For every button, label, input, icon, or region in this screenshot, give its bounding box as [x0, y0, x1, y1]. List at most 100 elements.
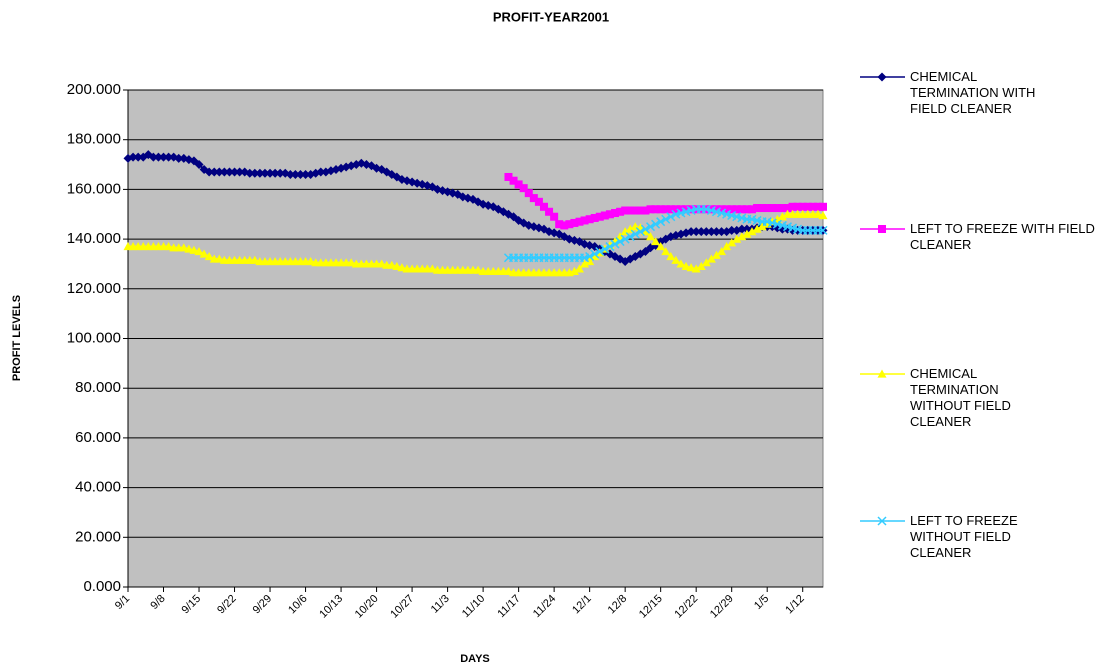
- marker: [742, 229, 752, 238]
- marker: [727, 238, 737, 247]
- marker: [164, 152, 174, 162]
- marker: [346, 258, 356, 267]
- marker: [676, 205, 685, 214]
- marker: [768, 204, 777, 213]
- x-tick-label: 12/22: [672, 593, 700, 621]
- marker: [184, 244, 194, 253]
- marker: [696, 227, 706, 237]
- marker: [600, 244, 610, 254]
- marker: [777, 212, 787, 221]
- marker: [387, 260, 397, 269]
- marker: [717, 247, 727, 256]
- marker: [550, 212, 559, 221]
- series-markers: [503, 204, 828, 263]
- marker: [763, 204, 772, 213]
- marker: [316, 167, 326, 177]
- marker: [691, 264, 701, 273]
- x-tick-label: 10/6: [286, 593, 310, 617]
- marker: [631, 206, 640, 215]
- marker: [656, 242, 666, 251]
- marker: [569, 266, 579, 276]
- marker: [230, 167, 240, 177]
- x-axis-title: DAYS: [460, 653, 490, 665]
- marker: [615, 232, 625, 241]
- marker: [565, 220, 574, 229]
- marker: [737, 205, 746, 214]
- marker: [711, 250, 721, 259]
- marker: [295, 169, 305, 179]
- y-axis-title: PROFIT LEVELS: [11, 295, 23, 381]
- marker: [651, 219, 661, 229]
- marker: [636, 206, 645, 215]
- marker: [503, 266, 513, 276]
- marker: [793, 202, 802, 211]
- marker: [691, 227, 701, 237]
- marker: [645, 222, 656, 232]
- marker: [701, 227, 711, 237]
- marker: [224, 167, 234, 177]
- x-tick-label: 9/1: [113, 593, 132, 612]
- marker: [519, 184, 528, 193]
- marker: [427, 264, 437, 273]
- marker: [615, 237, 625, 247]
- marker: [682, 205, 691, 214]
- marker: [651, 205, 660, 214]
- marker: [621, 206, 630, 215]
- marker: [706, 254, 716, 263]
- marker: [717, 205, 726, 214]
- y-tick-label: 60.000: [75, 429, 121, 446]
- marker: [590, 213, 599, 222]
- marker: [590, 251, 600, 261]
- marker: [717, 227, 727, 237]
- y-tick-label: 120.000: [67, 280, 121, 297]
- marker: [651, 237, 661, 246]
- marker: [473, 265, 483, 274]
- marker: [686, 227, 696, 237]
- marker: [742, 205, 751, 214]
- marker: [539, 202, 548, 211]
- x-tick-label: 1/12: [783, 593, 807, 617]
- marker: [773, 204, 782, 213]
- marker: [235, 167, 245, 177]
- x-tick-label: 12/15: [637, 593, 665, 621]
- marker: [250, 168, 260, 178]
- series-markers: [123, 209, 828, 277]
- marker: [574, 264, 584, 273]
- marker: [701, 258, 711, 267]
- marker: [666, 205, 675, 214]
- marker: [757, 222, 767, 231]
- marker: [214, 254, 224, 263]
- marker: [722, 242, 732, 251]
- marker: [595, 212, 604, 221]
- marker: [641, 206, 650, 215]
- marker: [877, 369, 887, 378]
- marker: [133, 152, 143, 162]
- marker: [696, 261, 706, 271]
- marker: [788, 202, 797, 211]
- y-tick-label: 180.000: [67, 131, 121, 148]
- marker: [666, 251, 676, 261]
- x-tick-label: 11/24: [531, 593, 558, 620]
- marker: [732, 205, 741, 214]
- y-tick-label: 20.000: [75, 528, 121, 545]
- marker: [301, 169, 311, 179]
- marker: [204, 251, 214, 261]
- marker: [737, 232, 747, 241]
- marker: [877, 72, 887, 82]
- legend-label: LEFT TO FREEZE WITH FIELD CLEANER: [910, 221, 1095, 252]
- marker: [671, 205, 680, 214]
- y-tick-label: 100.000: [67, 329, 121, 346]
- marker: [255, 168, 265, 178]
- marker: [600, 211, 609, 220]
- marker: [727, 225, 737, 235]
- marker: [687, 205, 696, 214]
- marker: [656, 217, 666, 227]
- marker: [575, 217, 584, 226]
- marker: [545, 207, 554, 216]
- marker: [747, 227, 757, 236]
- marker: [752, 224, 762, 233]
- marker: [711, 227, 721, 237]
- marker: [706, 227, 716, 237]
- marker: [818, 210, 828, 220]
- marker: [214, 167, 224, 177]
